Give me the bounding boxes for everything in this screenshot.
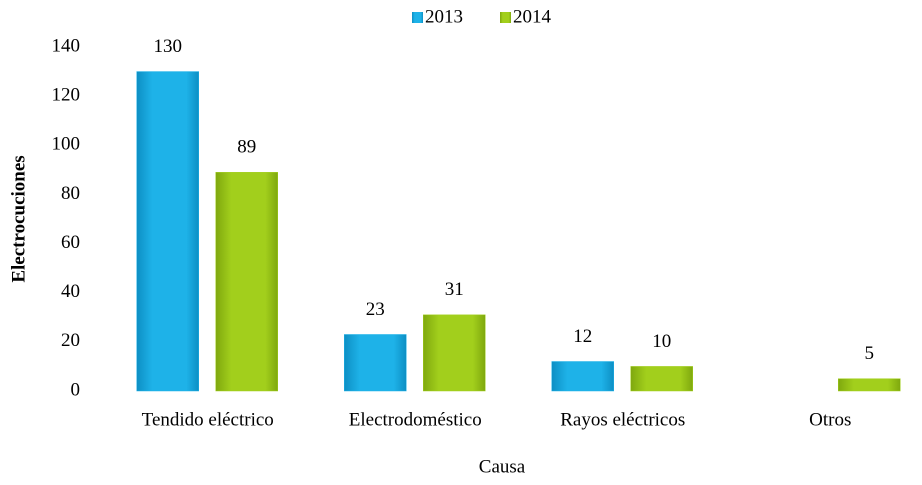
x-tick-label: Tendido eléctrico (142, 409, 274, 430)
y-axis-label: Electrocuciones (8, 155, 29, 282)
data-label: 10 (652, 331, 671, 352)
data-label: 130 (154, 36, 183, 57)
y-tick-label: 60 (61, 232, 80, 253)
legend-label: 2014 (513, 6, 552, 27)
legend-swatch (500, 12, 511, 23)
legend-swatch (412, 12, 423, 23)
bar (630, 366, 693, 392)
x-tick-label: Otros (809, 409, 851, 430)
bar (423, 314, 486, 392)
y-tick-label: 100 (52, 134, 81, 155)
data-label: 12 (573, 326, 592, 347)
x-tick-label: Rayos eléctricos (560, 409, 685, 430)
bar (344, 334, 407, 392)
bar (551, 361, 614, 392)
legend-label: 2013 (425, 6, 463, 27)
bar (838, 378, 901, 392)
data-label: 31 (445, 279, 464, 300)
data-label: 23 (366, 299, 385, 320)
data-label: 89 (237, 137, 256, 158)
y-tick-label: 40 (61, 281, 80, 302)
y-tick-label: 80 (61, 183, 80, 204)
data-label: 5 (865, 343, 875, 364)
y-tick-label: 140 (52, 35, 81, 56)
y-tick-label: 20 (61, 330, 80, 351)
y-tick-label: 0 (71, 379, 81, 400)
bar (215, 172, 278, 392)
bar (136, 71, 199, 392)
y-tick-label: 120 (52, 85, 81, 106)
x-axis-label: Causa (479, 456, 526, 477)
x-tick-label: Electrodoméstico (349, 409, 482, 430)
